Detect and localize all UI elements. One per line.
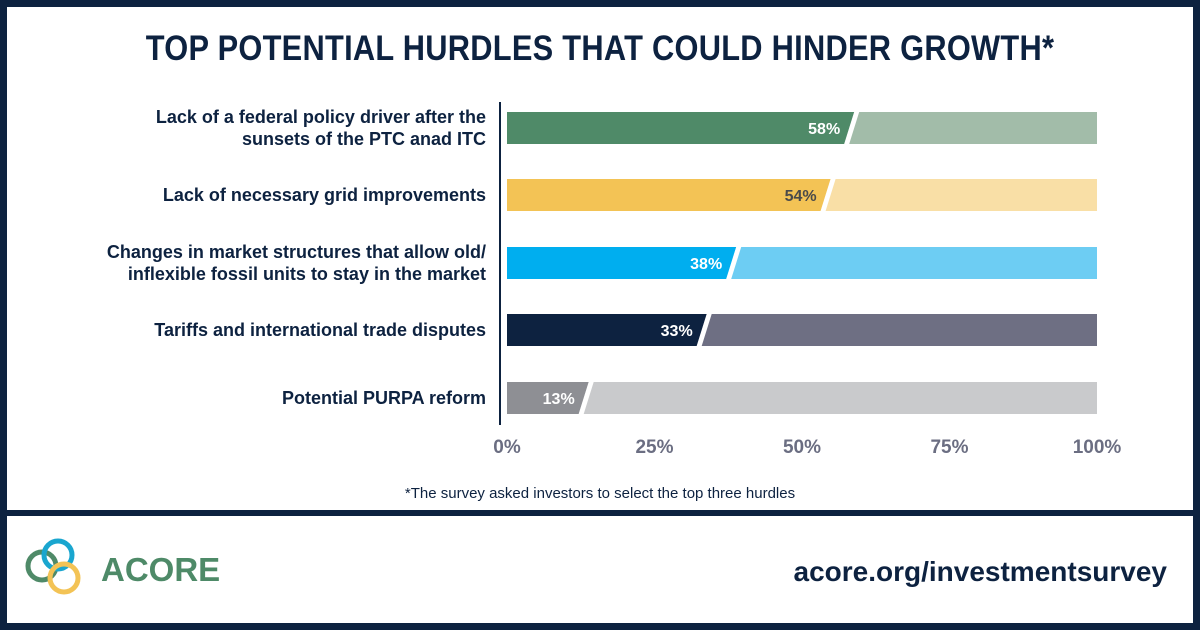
x-tick-label: 50%	[782, 437, 822, 458]
data-label: 58%	[808, 121, 840, 138]
category-label-line: Changes in market structures that allow …	[106, 242, 486, 262]
bar	[507, 179, 831, 211]
data-label: 38%	[690, 256, 722, 273]
chart-title: TOP POTENTIAL HURDLES THAT COULD HINDER …	[145, 29, 1055, 68]
category-label: Potential PURPA reform	[46, 387, 486, 409]
bar	[507, 247, 737, 279]
category-label-line: Tariffs and international trade disputes	[154, 320, 486, 340]
bar-separator	[696, 314, 712, 346]
x-tick-label: 75%	[930, 437, 969, 458]
x-tick-label: 100%	[1072, 437, 1122, 458]
bar-separator	[820, 179, 836, 211]
acore-logo-icon	[25, 538, 81, 595]
category-label: Lack of a federal policy driver after th…	[46, 106, 486, 150]
category-label-line: Lack of a federal policy driver after th…	[155, 107, 486, 127]
brand-name: ACORE	[101, 551, 221, 588]
bar-separator	[844, 112, 860, 144]
data-label: 33%	[661, 323, 693, 340]
bar	[507, 112, 855, 144]
data-label: 54%	[785, 188, 817, 205]
x-tick-label: 25%	[635, 437, 674, 458]
footnote: *The survey asked investors to select th…	[404, 485, 796, 502]
category-label-line: inflexible fossil units to stay in the m…	[127, 264, 486, 284]
bar-separator	[726, 247, 742, 279]
data-label: 13%	[543, 391, 575, 408]
survey-link[interactable]: acore.org/investmentsurvey	[793, 556, 1168, 587]
bar-chart: 58% 54% 38% 33% 13%	[499, 102, 1097, 425]
chart-panel: TOP POTENTIAL HURDLES THAT COULD HINDER …	[7, 7, 1193, 510]
bar	[507, 382, 589, 414]
x-tick-label: 0%	[493, 437, 521, 458]
category-label-line: Lack of necessary grid improvements	[162, 185, 486, 205]
bar-separator	[578, 382, 594, 414]
category-label: Lack of necessary grid improvements	[46, 184, 486, 206]
bar	[507, 314, 707, 346]
category-label-line: sunsets of the PTC anad ITC	[241, 129, 486, 149]
category-label-line: Potential PURPA reform	[281, 388, 486, 408]
category-label: Changes in market structures that allow …	[46, 241, 486, 285]
footer: ACORE acore.org/investmentsurvey	[7, 516, 1193, 623]
category-label: Tariffs and international trade disputes	[46, 319, 486, 341]
bar-remainder	[507, 382, 1097, 414]
